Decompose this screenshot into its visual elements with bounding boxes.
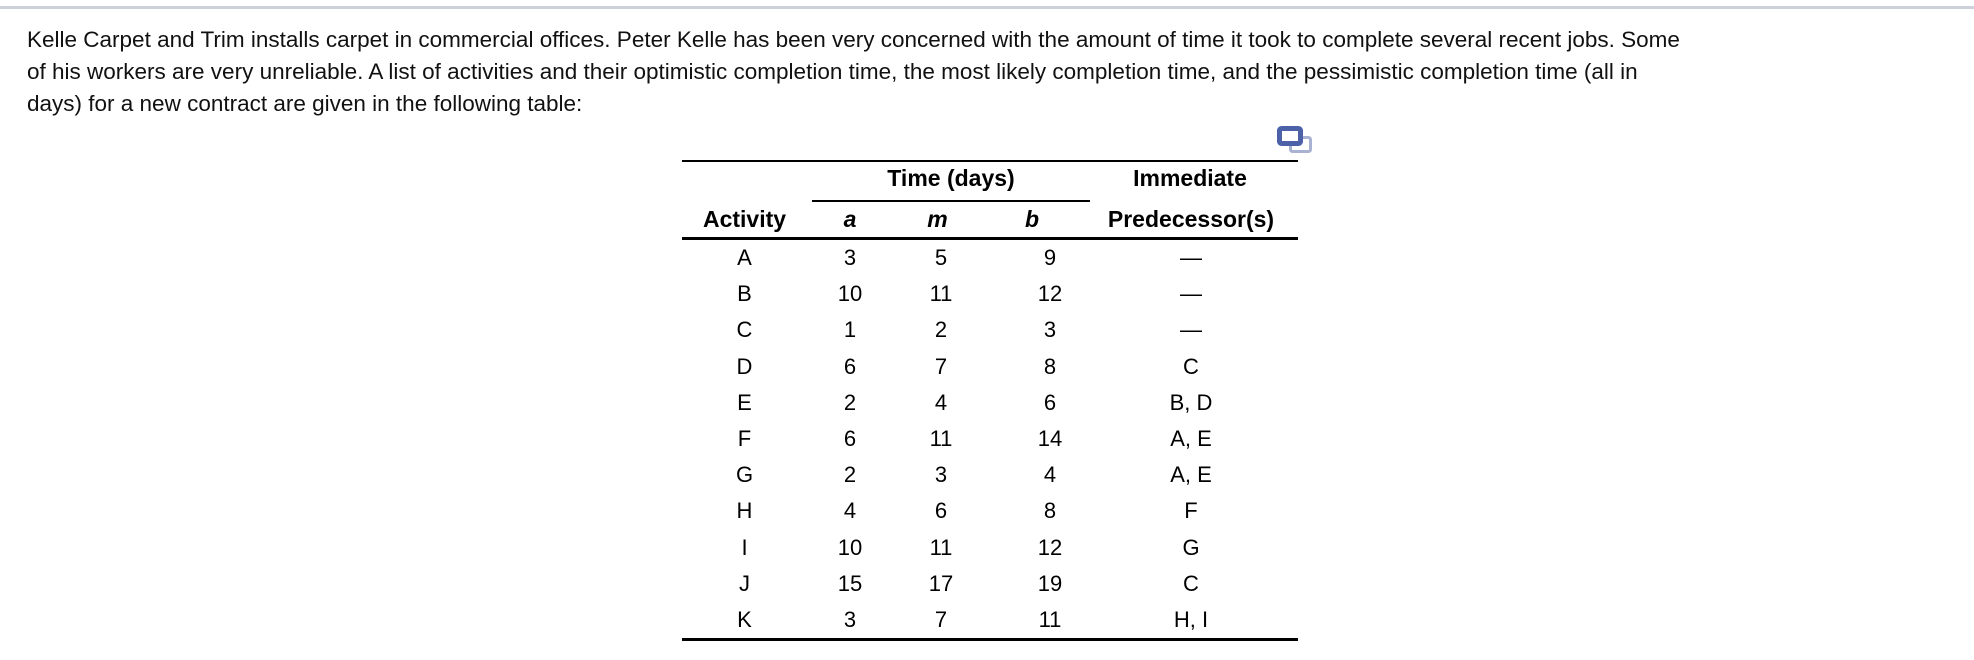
cell-activity: B bbox=[737, 281, 752, 307]
cell-m: 2 bbox=[934, 317, 948, 343]
table-row: E 2 4 6 B, D bbox=[682, 385, 1298, 421]
cell-activity: A bbox=[737, 245, 752, 271]
cell-m: 11 bbox=[929, 534, 953, 560]
table-row: B 10 11 12 — bbox=[682, 276, 1298, 312]
cell-pred: G bbox=[1182, 534, 1200, 560]
cell-a: 15 bbox=[837, 570, 863, 596]
cell-b: 12 bbox=[1037, 281, 1063, 307]
cell-pred: B, D bbox=[1169, 389, 1213, 415]
cell-activity: E bbox=[737, 389, 752, 415]
cell-pred: C bbox=[1183, 570, 1199, 596]
cell-a: 6 bbox=[843, 353, 857, 379]
cell-pred: — bbox=[1180, 245, 1202, 271]
cell-m: 7 bbox=[934, 353, 948, 379]
column-header-predecessors: Predecessor(s) bbox=[1107, 206, 1275, 232]
problem-statement: Kelle Carpet and Trim installs carpet in… bbox=[27, 24, 1957, 120]
cell-m: 4 bbox=[934, 389, 948, 415]
cell-pred: — bbox=[1180, 317, 1202, 343]
cell-a: 6 bbox=[843, 426, 857, 452]
cell-m: 6 bbox=[934, 498, 948, 524]
cell-pred: H, I bbox=[1173, 606, 1209, 632]
cell-activity: G bbox=[735, 462, 754, 488]
table-body: A 3 5 9— B 10 11 12— C 1 2 3— D 6 7 8 C E 2 4 6 B, D F 6 11 14 A, … bbox=[682, 240, 1298, 638]
cell-activity: F bbox=[737, 426, 752, 452]
cell-m: 7 bbox=[934, 606, 948, 632]
cell-b: 3 bbox=[1043, 317, 1057, 343]
cell-a: 3 bbox=[843, 245, 857, 271]
cell-a: 1 bbox=[843, 317, 857, 343]
table-bottom-rule bbox=[682, 638, 1298, 642]
cell-activity: H bbox=[736, 498, 753, 524]
cell-b: 19 bbox=[1037, 570, 1063, 596]
table-column-header-row: Activity a m b Predecessor(s) bbox=[682, 202, 1298, 237]
time-days-underline bbox=[812, 200, 1090, 202]
cell-a: 10 bbox=[837, 534, 863, 560]
cell-m: 17 bbox=[928, 570, 954, 596]
cell-m: 11 bbox=[929, 281, 953, 307]
cell-b: 12 bbox=[1037, 534, 1063, 560]
cell-m: 11 bbox=[929, 426, 953, 452]
table-top-rule bbox=[682, 160, 1298, 162]
cell-activity: I bbox=[741, 534, 748, 560]
copy-table-icon bbox=[1277, 126, 1312, 153]
column-header-m: m bbox=[927, 206, 948, 232]
problem-statement-line: days) for a new contract are given in th… bbox=[27, 91, 583, 116]
cell-pred: — bbox=[1180, 281, 1202, 307]
cell-b: 9 bbox=[1043, 245, 1057, 271]
cell-a: 4 bbox=[843, 498, 857, 524]
page-top-divider bbox=[0, 6, 1974, 9]
problem-statement-line: of his workers are very unreliable. A li… bbox=[27, 59, 1638, 84]
table-header-rule bbox=[682, 237, 1298, 240]
cell-activity: K bbox=[737, 606, 752, 632]
table-row: J 15 17 19 C bbox=[682, 566, 1298, 602]
cell-b: 8 bbox=[1043, 353, 1057, 379]
cell-a: 10 bbox=[837, 281, 863, 307]
column-header-b: b bbox=[1024, 206, 1040, 232]
column-header-a: a bbox=[843, 206, 857, 232]
table-row: K 3 7 11 H, I bbox=[682, 602, 1298, 638]
cell-pred: A, E bbox=[1170, 426, 1212, 452]
cell-activity: J bbox=[739, 570, 750, 596]
cell-b: 4 bbox=[1043, 462, 1057, 488]
cell-b: 6 bbox=[1043, 389, 1057, 415]
cell-a: 2 bbox=[843, 389, 857, 415]
cell-m: 5 bbox=[934, 245, 948, 271]
table-row: H 4 6 8 F bbox=[682, 493, 1298, 529]
cell-activity: C bbox=[736, 317, 753, 343]
table-row: D 6 7 8 C bbox=[682, 349, 1298, 385]
table-row: A 3 5 9 — bbox=[682, 240, 1298, 276]
copy-table-button[interactable] bbox=[1276, 125, 1314, 161]
cell-b: 11 bbox=[1038, 606, 1062, 632]
cell-pred: A, E bbox=[1170, 462, 1212, 488]
group-header-immediate: Immediate bbox=[1133, 165, 1247, 191]
problem-statement-line: Kelle Carpet and Trim installs carpet in… bbox=[27, 27, 1680, 52]
cell-pred: F bbox=[1184, 498, 1198, 524]
cell-pred: C bbox=[1183, 353, 1199, 379]
column-header-activity: Activity bbox=[702, 206, 787, 232]
activity-time-table: Time (days) Immediate Activity a m b Pre… bbox=[682, 160, 1298, 642]
table-group-header-row: Time (days) Immediate bbox=[682, 162, 1298, 202]
cell-a: 3 bbox=[843, 606, 857, 632]
cell-m: 3 bbox=[934, 462, 948, 488]
cell-a: 2 bbox=[843, 462, 857, 488]
table-row: C 1 2 3 — bbox=[682, 312, 1298, 348]
table-row: G 2 3 4 A, E bbox=[682, 457, 1298, 493]
group-header-time-days: Time (days) bbox=[887, 165, 1015, 191]
table-row: I 10 11 12 G bbox=[682, 530, 1298, 566]
cell-activity: D bbox=[736, 353, 753, 379]
table-row: F 6 11 14 A, E bbox=[682, 421, 1298, 457]
cell-b: 14 bbox=[1037, 426, 1063, 452]
cell-b: 8 bbox=[1043, 498, 1057, 524]
